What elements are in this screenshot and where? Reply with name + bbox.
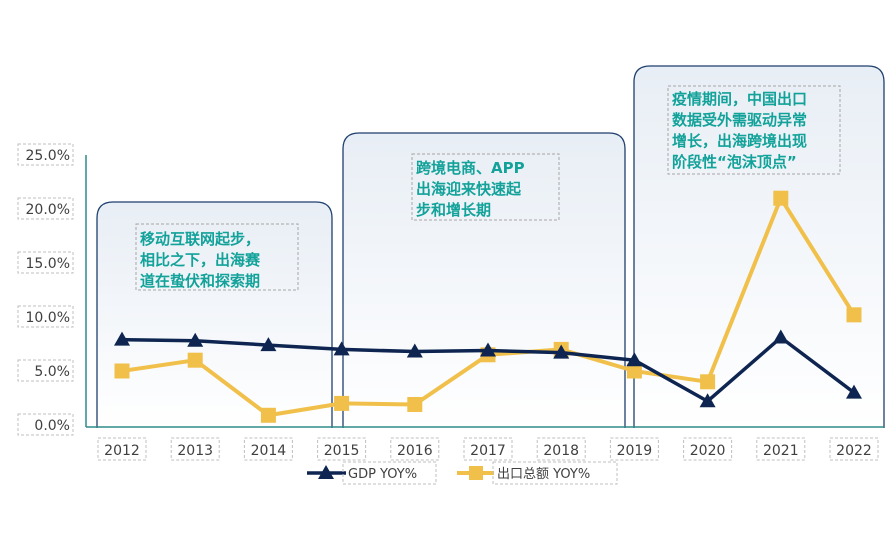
y-tick-box [17, 143, 74, 166]
annotation-line: 增长，出海跨境出现 [672, 132, 807, 150]
data-point-square [334, 395, 350, 411]
series-gdp [114, 329, 862, 408]
legend-gdp-marker [318, 465, 334, 479]
y-tick-label: 0.0% [34, 418, 70, 434]
annotation-line: 出海迎来快速起 [416, 180, 522, 198]
y-tick-label: 25.0% [26, 148, 70, 164]
legend-gdp-label: GDP YOY% [348, 467, 417, 482]
x-tick-label: 2017 [470, 443, 506, 459]
data-point-triangle [406, 343, 423, 358]
data-point-square [187, 352, 203, 368]
period-panel-1 [96, 201, 333, 428]
series-layer [114, 190, 862, 423]
data-point-triangle [480, 342, 496, 357]
x-tick-label: 2012 [104, 443, 140, 459]
data-point-triangle [772, 329, 789, 344]
data-point-square [260, 407, 276, 423]
data-point-square [407, 396, 423, 412]
y-tick-box [17, 305, 74, 328]
annotation-line: 数据受外需驱动异常 [672, 111, 807, 129]
x-tick-label: 2020 [690, 443, 726, 459]
period-panel-3 [633, 65, 885, 428]
y-tick-label: 5.0% [34, 364, 70, 380]
data-point-square [773, 190, 789, 206]
legend-export-box [492, 461, 618, 485]
x-tick-label: 2022 [836, 443, 872, 459]
data-point-triangle [187, 332, 204, 347]
data-point-triangle [699, 393, 716, 408]
legend-export-marker [469, 466, 483, 480]
x-tick-label: 2016 [397, 443, 433, 459]
annotation-box-3 [667, 85, 841, 175]
y-tick-label: 10.0% [26, 310, 70, 326]
data-point-triangle [114, 331, 130, 346]
x-tick-label: 2018 [543, 443, 579, 459]
x-tick-label: 2013 [177, 443, 213, 459]
annotation-text-1: 移动互联网起步， 相比之下，出海赛道在蛰伏和探索期 [140, 230, 261, 290]
x-tick-label: 2014 [251, 443, 287, 459]
annotation-text-2: 跨境电商、APP 出海迎来快速起步和增长期 [416, 159, 525, 219]
annotation-line: 移动互联网起步， [140, 230, 260, 248]
y-tick-box [17, 413, 74, 436]
y-tick-label: 20.0% [26, 202, 70, 218]
data-point-square [114, 363, 130, 379]
annotation-box-2 [411, 153, 560, 221]
data-point-triangle [260, 337, 277, 352]
legend-gdp-box [342, 461, 437, 485]
data-point-triangle [333, 341, 350, 356]
annotation-line: 相比之下，出海赛 [140, 251, 261, 269]
legend: GDP YOY% 出口总额 YOY% [307, 461, 618, 485]
x-tick-label: 2015 [324, 443, 360, 459]
legend-export-label: 出口总额 YOY% [497, 467, 590, 482]
data-point-square [626, 363, 642, 379]
data-point-square [846, 307, 862, 323]
y-tick-box [17, 197, 74, 220]
annotation-text-3: 疫情期间，中国出口数据受外需驱动异常增长，出海跨境出现阶段性“泡沫顶点” [672, 90, 807, 171]
y-tick-label: 15.0% [26, 256, 70, 272]
period-panel-2 [342, 132, 626, 428]
annotation-line: 阶段性“泡沫顶点” [672, 153, 797, 171]
annotation-line: 疫情期间，中国出口 [672, 90, 807, 108]
data-point-triangle [846, 384, 862, 399]
x-tick-label: 2019 [617, 443, 653, 459]
data-point-triangle [553, 344, 570, 359]
data-point-square [700, 374, 716, 390]
y-tick-box [17, 251, 74, 274]
x-tick-label: 2021 [763, 443, 799, 459]
y-tick-box [17, 359, 74, 382]
annotation-line: 道在蛰伏和探索期 [140, 272, 260, 290]
annotation-box-1 [135, 223, 299, 291]
data-point-triangle [626, 352, 643, 367]
annotation-line: 步和增长期 [416, 201, 491, 219]
axes: 0.0% 5.0% 10.0% 15.0% 20.0% 25.0% 2012 2013 2014… [17, 143, 884, 461]
annotation-line: 跨境电商、APP [416, 159, 525, 177]
